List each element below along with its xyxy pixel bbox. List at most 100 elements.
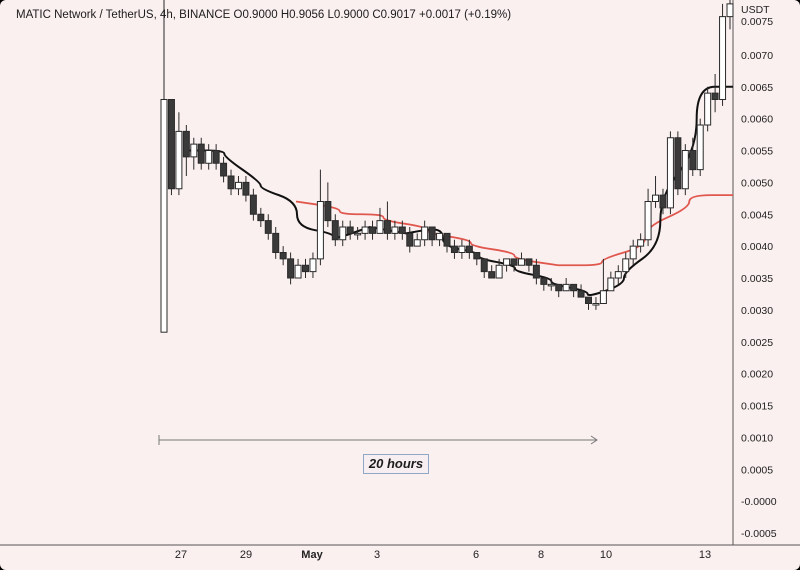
- candle[interactable]: [346, 220, 354, 240]
- candle[interactable]: [391, 220, 399, 240]
- candle[interactable]: [443, 232, 451, 253]
- candle[interactable]: [190, 137, 198, 170]
- candle[interactable]: [689, 137, 697, 176]
- time-tick-label: 29: [240, 549, 252, 561]
- candle[interactable]: [547, 278, 555, 291]
- measure-ruler[interactable]: [158, 435, 598, 445]
- price-tick-label: 0.0040: [741, 241, 773, 253]
- candle[interactable]: [450, 239, 458, 259]
- candle[interactable]: [704, 86, 712, 132]
- candle[interactable]: [659, 188, 667, 215]
- price-tick-label: 0.0055: [741, 146, 773, 158]
- candle[interactable]: [495, 258, 503, 279]
- candle[interactable]: [555, 283, 563, 298]
- candle[interactable]: [227, 169, 235, 196]
- time-tick-label: 6: [473, 549, 479, 561]
- candle[interactable]: [458, 239, 466, 259]
- candle[interactable]: [331, 214, 339, 247]
- candle[interactable]: [577, 284, 585, 298]
- time-tick-label: 3: [374, 549, 380, 561]
- candle[interactable]: [413, 233, 421, 247]
- candle[interactable]: [421, 220, 429, 247]
- time-tick-label: 10: [600, 549, 612, 561]
- candle[interactable]: [465, 239, 473, 259]
- candle[interactable]: [614, 265, 622, 285]
- candle[interactable]: [302, 258, 309, 278]
- candle[interactable]: [666, 131, 674, 215]
- candle[interactable]: [406, 227, 414, 253]
- candle[interactable]: [182, 125, 190, 176]
- candle[interactable]: [197, 137, 205, 170]
- candle[interactable]: [369, 220, 377, 240]
- open-value: O0.9000: [233, 9, 278, 21]
- price-tick-label: 0.0030: [741, 305, 773, 317]
- candle[interactable]: [652, 176, 660, 208]
- candle[interactable]: [376, 207, 384, 234]
- candle[interactable]: [622, 252, 630, 279]
- candle[interactable]: [436, 232, 444, 247]
- candle[interactable]: [249, 188, 257, 221]
- candle[interactable]: [674, 131, 682, 196]
- candle[interactable]: [719, 3, 727, 106]
- candle[interactable]: [599, 258, 607, 304]
- candle[interactable]: [517, 252, 525, 266]
- candle[interactable]: [644, 188, 652, 247]
- candle[interactable]: [532, 258, 540, 285]
- candle[interactable]: [212, 144, 220, 170]
- candle[interactable]: [629, 239, 637, 266]
- measure-label[interactable]: 20 hours: [363, 454, 429, 474]
- candle[interactable]: [637, 233, 645, 253]
- candle[interactable]: [510, 258, 518, 272]
- price-tick-label: 0.0060: [741, 114, 773, 126]
- symbol-title: MATIC Network / TetherUS, 4h, BINANCE: [16, 9, 231, 21]
- candle[interactable]: [175, 112, 183, 196]
- symbol-legend: MATIC Network / TetherUS, 4h, BINANCE O0…: [16, 9, 511, 21]
- candle[interactable]: [473, 252, 481, 266]
- candle[interactable]: [480, 258, 488, 278]
- candle[interactable]: [592, 297, 600, 310]
- candle[interactable]: [488, 265, 496, 279]
- candle[interactable]: [257, 207, 265, 227]
- candle[interactable]: [339, 220, 347, 247]
- candle[interactable]: [167, 99, 175, 196]
- candle[interactable]: [562, 278, 570, 292]
- candle[interactable]: [428, 226, 436, 247]
- candle[interactable]: [287, 252, 295, 285]
- candle[interactable]: [272, 227, 280, 259]
- price-tick-label: 0.0035: [741, 273, 773, 285]
- candle[interactable]: [711, 74, 719, 113]
- candle[interactable]: [585, 296, 592, 310]
- candle[interactable]: [316, 169, 324, 266]
- candle[interactable]: [160, 0, 168, 333]
- price-tick-label: 0.0015: [741, 401, 773, 413]
- price-tick-label: -0.0000: [741, 496, 777, 508]
- close-value: C0.9017: [372, 9, 416, 21]
- candle[interactable]: [607, 271, 615, 292]
- candle[interactable]: [294, 258, 302, 279]
- candle[interactable]: [525, 258, 533, 272]
- candle[interactable]: [681, 144, 689, 196]
- candle[interactable]: [234, 176, 242, 196]
- candle[interactable]: [354, 227, 362, 240]
- price-tick-label: 0.0065: [741, 82, 773, 94]
- candle[interactable]: [540, 277, 548, 291]
- price-tick-label: 0.0075: [741, 16, 773, 28]
- candle[interactable]: [242, 176, 250, 202]
- candle[interactable]: [503, 258, 511, 272]
- candle[interactable]: [220, 156, 228, 183]
- candle[interactable]: [279, 246, 287, 266]
- candle[interactable]: [324, 182, 332, 227]
- ma-fast-line[interactable]: [187, 85, 733, 296]
- candle[interactable]: [264, 214, 272, 240]
- candle[interactable]: [361, 220, 369, 240]
- candle[interactable]: [726, 0, 734, 30]
- candle[interactable]: [383, 201, 391, 240]
- candle[interactable]: [570, 283, 578, 298]
- candle[interactable]: [309, 252, 317, 279]
- price-tick-label: -0.0005: [741, 528, 777, 540]
- candle[interactable]: [696, 118, 704, 176]
- candle[interactable]: [205, 144, 213, 170]
- candle[interactable]: [398, 220, 406, 240]
